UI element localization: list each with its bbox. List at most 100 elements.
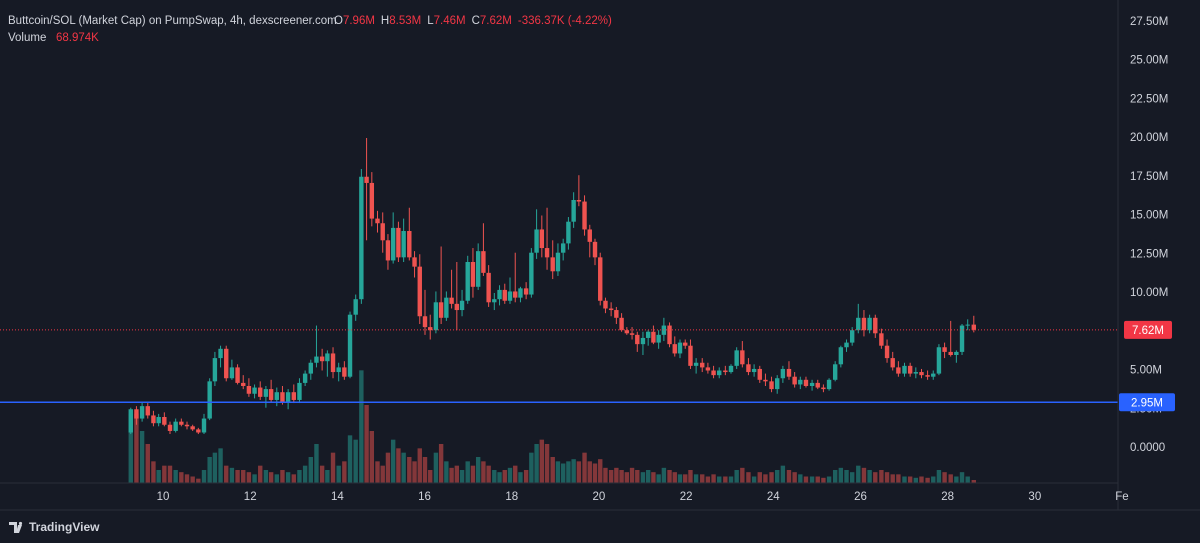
candle-body — [954, 351, 959, 355]
candle-body — [229, 367, 235, 379]
volume-bar — [656, 474, 661, 483]
candle-body — [285, 392, 291, 402]
volume-bar — [603, 467, 608, 483]
candle-body — [529, 252, 534, 295]
candle-body — [780, 368, 786, 379]
volume-bar — [792, 472, 797, 483]
volume-bar — [873, 472, 878, 483]
candle-body — [375, 218, 380, 224]
volume-bar — [268, 472, 274, 483]
volume-bar — [954, 476, 959, 483]
y-tick-label: 5.00M — [1130, 365, 1162, 377]
volume-bar — [902, 476, 907, 483]
volume-bar — [640, 472, 646, 483]
volume-bar — [592, 463, 598, 483]
volume-bar — [470, 465, 476, 483]
volume-bar — [201, 470, 207, 483]
volume-bar — [481, 461, 486, 483]
candle-body — [844, 342, 849, 348]
volume-bar — [518, 472, 523, 483]
candle-body — [507, 291, 513, 301]
volume-bar — [364, 405, 369, 483]
candle-body — [347, 314, 353, 377]
volume-bar — [844, 470, 849, 483]
volume-bar — [919, 476, 924, 483]
candle-body — [803, 379, 809, 387]
candle-body — [879, 333, 884, 346]
volume-bar — [931, 476, 936, 483]
volume-bar — [700, 474, 705, 483]
volume-bar — [449, 467, 454, 483]
candle-body — [201, 418, 207, 433]
candle-body — [717, 370, 722, 376]
candle-body — [385, 240, 391, 261]
candle-body — [798, 379, 803, 385]
y-tick-label: 12.50M — [1130, 248, 1168, 260]
readout-label: O — [334, 15, 343, 27]
candle-body — [263, 389, 269, 397]
volume-bar — [896, 474, 901, 483]
volume-bar — [319, 465, 325, 483]
volume-bar — [672, 472, 677, 483]
volume-bar — [757, 472, 762, 483]
candle-body — [218, 348, 223, 359]
candle-body — [723, 370, 728, 373]
volume-bar — [728, 476, 734, 483]
volume-bar — [809, 476, 815, 483]
candle-body — [224, 348, 229, 379]
volume-bar — [523, 470, 529, 483]
volume-bar — [826, 476, 832, 483]
volume-bar — [566, 461, 571, 483]
candle-body — [433, 302, 439, 331]
candle-body — [884, 345, 890, 359]
candle-body — [308, 362, 313, 374]
volume-bar — [444, 461, 449, 483]
candle-body — [353, 299, 358, 315]
candle-body — [314, 356, 319, 363]
volume-bar — [560, 463, 566, 483]
x-tick-label: 28 — [941, 491, 954, 503]
volume-bar — [550, 457, 555, 483]
volume-bar — [838, 467, 844, 483]
candle-body — [734, 350, 739, 366]
volume-bar — [582, 452, 587, 483]
x-tick-label: 16 — [418, 491, 431, 503]
candle-body — [502, 289, 507, 301]
candle-body — [297, 382, 302, 400]
volume-bar — [167, 465, 173, 483]
candle-body — [291, 392, 296, 400]
volume-bar — [454, 465, 460, 483]
volume-bar — [513, 465, 518, 483]
volume-bar — [375, 461, 380, 483]
candle-body — [325, 353, 330, 362]
volume-bar — [438, 444, 444, 483]
volume-bar — [890, 474, 895, 483]
candle-body — [809, 382, 815, 387]
candle-body — [608, 308, 614, 311]
volume-bar — [369, 431, 375, 483]
candle-body — [645, 331, 651, 338]
brand-logo — [9, 521, 23, 533]
volume-bar — [390, 439, 396, 483]
candle-body — [407, 230, 412, 258]
candle-body — [145, 406, 150, 416]
volume-bar — [396, 448, 401, 483]
volume-bar — [942, 472, 947, 483]
volume-readout: 68.974K — [56, 32, 99, 44]
candle-body — [359, 176, 364, 300]
readout-value: 7.46M — [434, 15, 466, 27]
volume-bar — [614, 467, 619, 483]
volume-bar — [849, 472, 855, 483]
volume-bar — [619, 470, 624, 483]
candle-body — [550, 257, 555, 272]
volume-bar — [246, 472, 252, 483]
volume-bar — [821, 477, 826, 483]
candle-body — [821, 387, 826, 390]
candle-body — [428, 327, 433, 331]
candle-body — [173, 421, 178, 431]
candle-body — [629, 333, 635, 335]
horizontal-line-label: 2.95M — [1131, 397, 1163, 409]
candle-body — [683, 342, 688, 346]
candle-body — [656, 334, 661, 343]
